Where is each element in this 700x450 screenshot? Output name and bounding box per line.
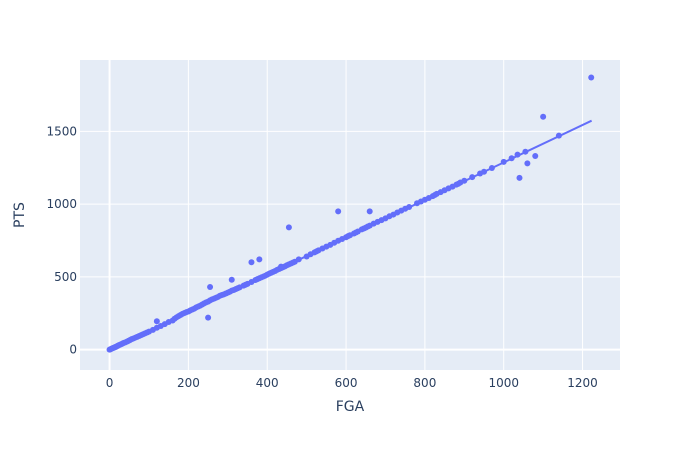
x-tick-label: 400 <box>256 376 279 390</box>
data-point <box>588 74 595 81</box>
y-axis-title: PTS <box>12 202 28 228</box>
x-tick-label: 0 <box>106 376 114 390</box>
x-tick-label: 1000 <box>488 376 519 390</box>
data-point <box>524 160 531 167</box>
x-tick-label: 800 <box>413 376 436 390</box>
data-points <box>106 74 595 353</box>
data-point <box>228 276 235 283</box>
data-point <box>488 164 495 171</box>
grid-lines <box>80 60 620 370</box>
data-point <box>540 113 547 120</box>
data-point <box>516 174 523 181</box>
data-point <box>481 168 488 175</box>
x-axis-title: FGA <box>336 399 365 415</box>
data-point <box>335 208 342 215</box>
data-point <box>285 224 292 231</box>
tick-labels: 0 200 400 600 800 1000 1200 0 500 1000 1500 <box>46 124 597 390</box>
data-point <box>153 318 160 325</box>
data-point <box>461 177 468 184</box>
data-point <box>205 314 212 321</box>
data-point <box>256 256 263 263</box>
y-tick-label: 500 <box>54 270 77 284</box>
data-point <box>366 208 373 215</box>
data-point <box>555 132 562 139</box>
x-tick-label: 200 <box>177 376 200 390</box>
data-point <box>469 174 476 181</box>
data-point <box>500 158 507 165</box>
y-tick-label: 0 <box>69 343 77 357</box>
data-point <box>406 203 413 210</box>
y-tick-label: 1500 <box>46 124 77 138</box>
x-tick-label: 600 <box>335 376 358 390</box>
data-point <box>532 153 539 160</box>
data-point <box>207 284 214 291</box>
data-point <box>278 263 285 270</box>
data-point <box>248 259 255 266</box>
y-tick-label: 1000 <box>46 197 77 211</box>
x-tick-label: 1200 <box>567 376 598 390</box>
plot-background <box>80 60 620 370</box>
data-point <box>295 256 302 263</box>
data-point <box>522 148 529 155</box>
data-point <box>508 155 515 162</box>
data-point <box>514 151 521 158</box>
